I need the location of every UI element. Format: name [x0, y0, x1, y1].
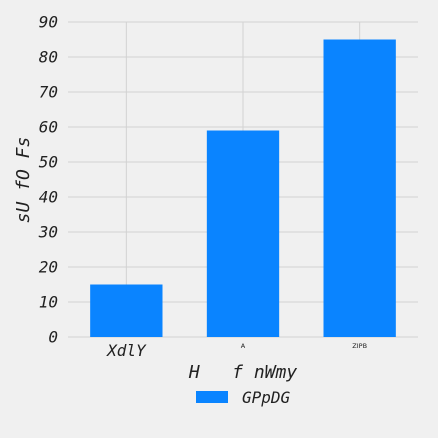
- y-tick-label: 30: [38, 223, 58, 242]
- x-tick-label: ZIPB: [352, 342, 367, 350]
- y-tick-label: 80: [39, 48, 58, 67]
- y-tick-label: 50: [39, 153, 58, 172]
- legend-swatch: [196, 391, 228, 403]
- legend: GPpDG: [196, 388, 291, 407]
- y-tick-label: 20: [39, 258, 58, 277]
- y-tick-label: 90: [39, 13, 58, 32]
- y-tick-label: 40: [39, 188, 58, 207]
- x-tick-label: A: [241, 342, 246, 350]
- x-tick-labels: XdlY A ZIPB: [106, 341, 367, 360]
- bar-zipb: [323, 39, 396, 337]
- y-tick-label: 60: [39, 118, 58, 137]
- y-tick-label: 0: [48, 328, 58, 347]
- bar-xdly: [90, 284, 163, 337]
- y-tick-label: 70: [39, 83, 58, 102]
- y-tick-labels: 0 10 20 30 40 50 60 70 80 90: [38, 13, 58, 347]
- y-tick-label: 10: [39, 293, 58, 312]
- bars: [90, 39, 396, 337]
- x-tick-label: XdlY: [106, 341, 147, 360]
- bar-a: [206, 130, 280, 337]
- legend-label: GPpDG: [242, 388, 291, 407]
- y-axis-title: sU fO Fs: [13, 137, 34, 224]
- x-axis-title: H f nWmy: [188, 362, 298, 383]
